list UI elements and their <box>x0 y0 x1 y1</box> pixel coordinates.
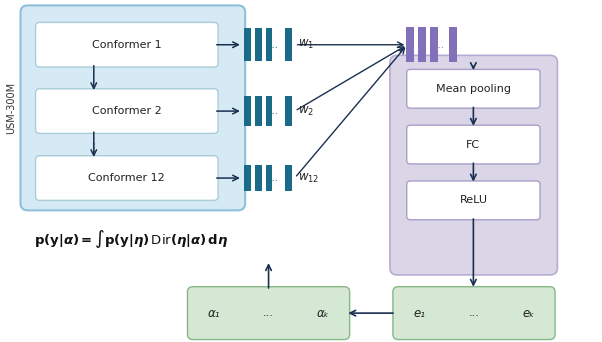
Text: $\mathbf{p(y|\boldsymbol{\alpha}) = \int p(y|\boldsymbol{\eta})\,\mathrm{Dir}(\b: $\mathbf{p(y|\boldsymbol{\alpha}) = \int… <box>34 227 228 250</box>
Bar <box>418 27 426 62</box>
FancyBboxPatch shape <box>36 23 218 67</box>
Text: FC: FC <box>467 140 480 149</box>
Bar <box>406 27 414 62</box>
Text: e₁: e₁ <box>414 307 426 320</box>
Bar <box>265 96 273 126</box>
Text: ...: ... <box>269 40 279 50</box>
Bar <box>244 28 251 61</box>
Bar <box>430 27 438 62</box>
Text: ...: ... <box>269 173 279 183</box>
FancyBboxPatch shape <box>36 156 218 200</box>
FancyBboxPatch shape <box>20 5 245 210</box>
Text: USM-300M: USM-300M <box>7 82 16 134</box>
Text: ...: ... <box>269 106 279 116</box>
FancyBboxPatch shape <box>187 287 350 340</box>
FancyBboxPatch shape <box>390 55 557 275</box>
Text: α₁: α₁ <box>208 307 220 320</box>
Bar <box>244 96 251 126</box>
Text: ...: ... <box>435 40 445 50</box>
Text: Conformer 12: Conformer 12 <box>88 173 165 183</box>
FancyBboxPatch shape <box>407 125 540 164</box>
Bar <box>285 165 292 191</box>
FancyBboxPatch shape <box>407 181 540 220</box>
Text: $w_{1}$: $w_{1}$ <box>298 38 314 51</box>
Bar <box>449 27 457 62</box>
Text: Conformer 2: Conformer 2 <box>92 106 162 116</box>
Text: αₖ: αₖ <box>317 307 330 320</box>
Bar <box>285 96 292 126</box>
Text: ...: ... <box>84 139 98 150</box>
FancyBboxPatch shape <box>407 69 540 108</box>
Bar <box>265 165 273 191</box>
Bar <box>265 28 273 61</box>
Text: eₖ: eₖ <box>523 307 535 320</box>
Text: ReLU: ReLU <box>459 195 488 205</box>
Text: Conformer 1: Conformer 1 <box>92 40 161 50</box>
Text: Mean pooling: Mean pooling <box>436 84 511 94</box>
FancyBboxPatch shape <box>393 287 555 340</box>
Bar <box>285 28 292 61</box>
Text: $w_{12}$: $w_{12}$ <box>298 171 319 185</box>
FancyBboxPatch shape <box>36 89 218 133</box>
Bar <box>255 28 262 61</box>
Bar <box>255 165 262 191</box>
Text: ...: ... <box>263 308 274 318</box>
Text: $w_{2}$: $w_{2}$ <box>298 105 314 118</box>
Bar <box>255 96 262 126</box>
Bar <box>244 165 251 191</box>
Text: ...: ... <box>468 308 479 318</box>
